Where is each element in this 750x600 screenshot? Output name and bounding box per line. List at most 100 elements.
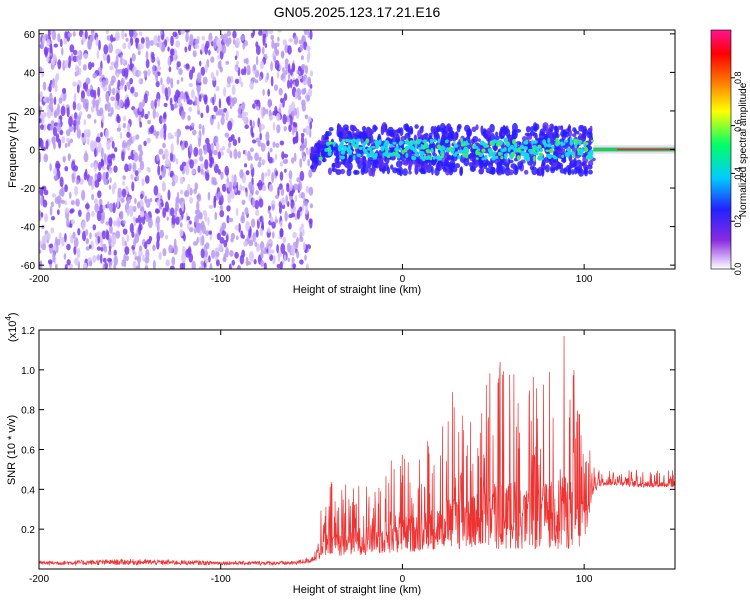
noise-cell: [276, 124, 281, 134]
noise-cell: [201, 224, 206, 235]
noise-cell: [152, 259, 156, 269]
signal-cell: [532, 122, 538, 132]
noise-cell: [230, 237, 234, 243]
noise-cell: [156, 199, 161, 207]
noise-cell: [121, 30, 125, 40]
noise-cell: [219, 66, 223, 73]
noise-cell: [240, 35, 245, 41]
noise-cell: [66, 243, 71, 251]
noise-cell: [78, 59, 82, 67]
noise-cell: [65, 129, 71, 137]
noise-cell: [291, 157, 295, 164]
noise-cell: [200, 112, 204, 119]
signal-cell: [331, 162, 336, 171]
signal-cell: [417, 129, 422, 139]
colorbar-tick-label: 0.2: [733, 215, 743, 228]
noise-cell: [192, 129, 197, 136]
noise-cell: [164, 87, 168, 98]
noise-cell: [169, 97, 173, 107]
noise-cell: [288, 196, 294, 201]
noise-cell: [271, 221, 276, 229]
noise-cell: [189, 34, 194, 46]
signal-core-cell: [537, 156, 542, 160]
signal-core-cell: [475, 157, 479, 160]
noise-cell: [260, 249, 264, 259]
signal-core-cell: [488, 152, 492, 158]
signal-cell: [395, 160, 403, 168]
noise-cell: [106, 139, 111, 151]
noise-cell: [251, 131, 255, 138]
noise-cell: [66, 259, 71, 266]
noise-cell: [264, 172, 268, 177]
signal-core-cell: [580, 151, 583, 157]
noise-cell: [89, 232, 92, 240]
noise-cell: [217, 151, 222, 160]
signal-cell: [445, 160, 450, 167]
noise-cell: [85, 246, 90, 251]
noise-cell: [238, 76, 242, 85]
noise-cell: [261, 172, 265, 182]
noise-cell: [179, 164, 184, 172]
signal-core-cell: [351, 140, 355, 145]
signal-cell: [453, 134, 457, 138]
spectrogram-ytick-label: 40: [24, 68, 36, 79]
signal-cell: [543, 125, 547, 130]
noise-cell: [204, 63, 208, 73]
noise-cell: [118, 68, 123, 74]
noise-cell: [157, 165, 161, 176]
noise-cell: [39, 152, 42, 163]
noise-cell: [91, 30, 95, 36]
noise-cell: [59, 38, 63, 48]
noise-cell: [129, 57, 133, 67]
noise-cell: [125, 255, 129, 262]
noise-cell: [179, 189, 184, 195]
noise-cell: [117, 48, 122, 54]
noise-cell: [244, 124, 249, 130]
signal-cell: [545, 164, 550, 173]
noise-cell: [228, 136, 233, 143]
noise-cell: [176, 90, 181, 97]
noise-cell: [116, 115, 121, 124]
noise-cell: [275, 170, 279, 177]
colorbar-label: Normalized spectral amplitude: [738, 82, 749, 217]
signal-core-cell: [590, 139, 594, 143]
noise-cell: [141, 215, 146, 225]
signal-cell: [324, 130, 329, 141]
noise-cell: [280, 97, 284, 104]
noise-cell: [248, 181, 253, 190]
noise-cell: [306, 149, 309, 156]
noise-cell: [113, 60, 119, 70]
noise-cell: [214, 211, 218, 221]
noise-cell: [97, 171, 102, 182]
noise-cell: [283, 93, 288, 101]
noise-cell: [97, 161, 102, 171]
signal-cell: [531, 166, 538, 176]
noise-cell: [236, 266, 241, 269]
signal-band: [309, 122, 596, 177]
noise-cell: [261, 220, 264, 231]
noise-cell: [126, 131, 131, 138]
noise-cell: [205, 242, 210, 250]
noise-cell: [129, 222, 134, 234]
signal-core-cell: [436, 144, 442, 150]
noise-cell: [259, 228, 264, 237]
noise-cell: [268, 115, 273, 121]
spectrogram-xlabel: Height of straight line (km): [293, 284, 421, 296]
signal-cell: [471, 126, 477, 133]
noise-cell: [273, 84, 279, 92]
noise-cell: [293, 35, 299, 45]
signal-core-cell: [504, 156, 508, 160]
noise-cell: [106, 201, 110, 209]
noise-cell: [226, 176, 229, 185]
signal-cell: [481, 131, 486, 136]
noise-cell: [145, 59, 150, 69]
signal-cell: [408, 170, 412, 175]
signal-core-cell: [355, 141, 359, 147]
signal-cell: [407, 130, 411, 138]
noise-cell: [218, 243, 223, 252]
signal-cell: [549, 123, 555, 130]
noise-cell: [160, 30, 163, 36]
noise-cell: [300, 191, 306, 199]
signal-core-cell: [429, 138, 433, 142]
noise-cell: [52, 251, 56, 263]
